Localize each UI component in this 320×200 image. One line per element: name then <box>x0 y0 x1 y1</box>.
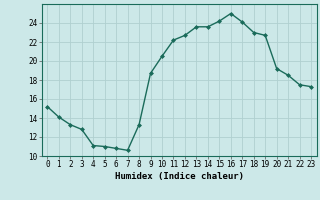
X-axis label: Humidex (Indice chaleur): Humidex (Indice chaleur) <box>115 172 244 181</box>
